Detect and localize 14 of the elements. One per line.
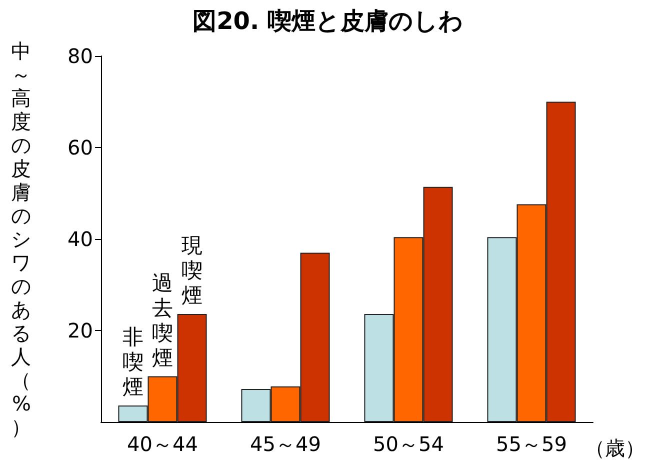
y-tick-label: 20 (68, 318, 93, 342)
series-label: 非喫煙 (122, 325, 144, 400)
chart-title: 図20. 喫煙と皮膚のしわ (192, 7, 464, 35)
text: 中～高度の皮膚のシワのある人（%） (11, 39, 31, 439)
series-label: 過去喫煙 (152, 270, 173, 370)
y-tick-label: 40 (68, 227, 93, 251)
x-axis-title: （歳） (585, 436, 645, 460)
series-label: 現喫煙 (182, 234, 203, 308)
x-tick-label: 45～49 (250, 432, 321, 456)
x-tick-label: 40～44 (127, 432, 198, 456)
x-tick-label: 50～54 (373, 432, 444, 456)
x-tick-label: 55～59 (496, 432, 567, 456)
y-tick-label: 80 (68, 44, 93, 68)
y-tick-label: 60 (68, 136, 93, 160)
